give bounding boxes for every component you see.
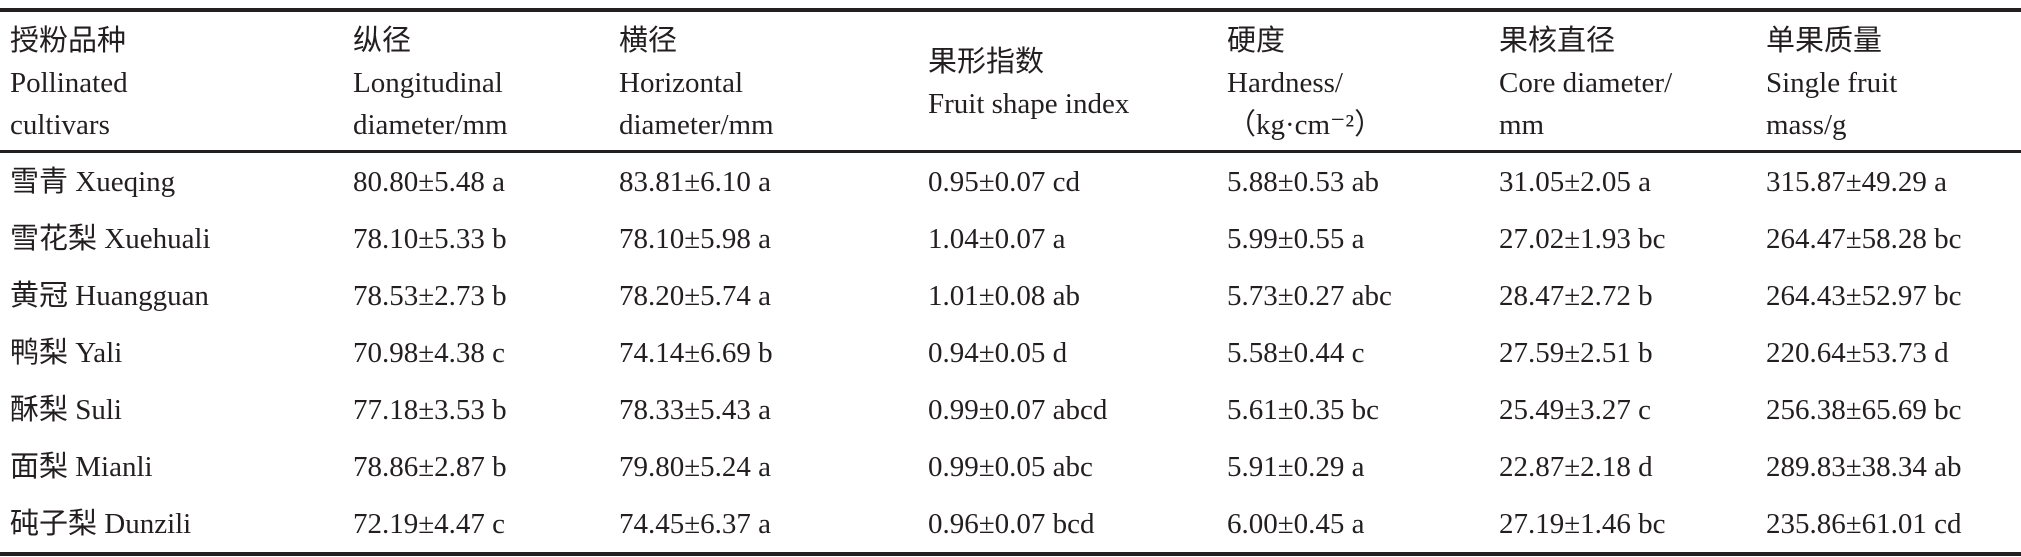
header-cultivar-en2: cultivars xyxy=(10,109,110,141)
header-cultivar: 授粉品种 Pollinated cultivars xyxy=(10,20,128,146)
cell-longitudinal-diameter: 70.98±4.38 c xyxy=(353,337,506,369)
cell-hardness: 5.73±0.27 abc xyxy=(1227,280,1392,312)
cell-cultivar: 鸭梨 Yali xyxy=(10,337,123,369)
table-row: 面梨 Mianli 78.86±2.87 b 79.80±5.24 a 0.99±0.… xyxy=(0,438,2021,495)
header-hardness-en2: （kg·cm⁻²） xyxy=(1227,109,1384,141)
cell-longitudinal-diameter: 72.19±4.47 c xyxy=(353,508,506,540)
table-row: 雪青 Xueqing 80.80±5.48 a 83.81±6.10 a 0.95±0… xyxy=(0,153,2021,210)
cell-longitudinal-diameter: 78.10±5.33 b xyxy=(353,223,507,255)
cell-horizontal-diameter: 83.81±6.10 a xyxy=(619,166,772,198)
cell-fruit-shape-index: 0.96±0.07 bcd xyxy=(928,508,1095,540)
header-single-fruit-mass-zh: 单果质量 xyxy=(1766,25,1883,57)
cell-single-fruit-mass: 289.83±38.34 ab xyxy=(1766,451,1962,483)
header-cultivar-zh: 授粉品种 xyxy=(10,25,127,57)
cell-hardness: 5.58±0.44 c xyxy=(1227,337,1365,369)
header-longitudinal-diameter-en2: diameter/mm xyxy=(353,109,508,141)
cell-core-diameter: 27.19±1.46 bc xyxy=(1499,508,1666,540)
cell-horizontal-diameter: 74.45±6.37 a xyxy=(619,508,772,540)
header-cultivar-en1: Pollinated xyxy=(10,67,128,99)
header-fruit-shape-index: 果形指数 Fruit shape index xyxy=(928,41,1129,125)
cell-cultivar: 酥梨 Suli xyxy=(10,394,122,426)
table-row: 鸭梨 Yali 70.98±4.38 c 74.14±6.69 b 0.94±0.05… xyxy=(0,324,2021,381)
cell-single-fruit-mass: 264.43±52.97 bc xyxy=(1766,280,1962,312)
header-horizontal-diameter-en1: Horizontal xyxy=(619,67,744,99)
cell-longitudinal-diameter: 78.86±2.87 b xyxy=(353,451,507,483)
header-hardness-zh: 硬度 xyxy=(1227,25,1286,57)
cell-single-fruit-mass: 235.86±61.01 cd xyxy=(1766,508,1962,540)
header-core-diameter-en1: Core diameter/ xyxy=(1499,67,1673,99)
cell-core-diameter: 25.49±3.27 c xyxy=(1499,394,1652,426)
header-hardness: 硬度 Hardness/ （kg·cm⁻²） xyxy=(1227,20,1383,146)
cell-cultivar: 雪花梨 Xuehuali xyxy=(10,223,211,255)
header-single-fruit-mass-en1: Single fruit xyxy=(1766,67,1898,99)
cell-hardness: 5.91±0.29 a xyxy=(1227,451,1365,483)
cell-hardness: 5.88±0.53 ab xyxy=(1227,166,1380,198)
header-horizontal-diameter: 横径 Horizontal diameter/mm xyxy=(619,20,774,146)
cell-fruit-shape-index: 0.94±0.05 d xyxy=(928,337,1068,369)
header-horizontal-diameter-en2: diameter/mm xyxy=(619,109,774,141)
cell-fruit-shape-index: 1.01±0.08 ab xyxy=(928,280,1081,312)
header-longitudinal-diameter-zh: 纵径 xyxy=(353,25,412,57)
cell-fruit-shape-index: 0.95±0.07 cd xyxy=(928,166,1081,198)
cell-core-diameter: 22.87±2.18 d xyxy=(1499,451,1653,483)
header-longitudinal-diameter: 纵径 Longitudinal diameter/mm xyxy=(353,20,508,146)
cell-core-diameter: 31.05±2.05 a xyxy=(1499,166,1652,198)
cell-cultivar: 黄冠 Huangguan xyxy=(10,280,209,312)
header-core-diameter-en2: mm xyxy=(1499,109,1545,141)
cell-hardness: 6.00±0.45 a xyxy=(1227,508,1365,540)
cell-fruit-shape-index: 0.99±0.07 abcd xyxy=(928,394,1108,426)
table-header: 授粉品种 Pollinated cultivars 纵径 Longitudinal dia… xyxy=(0,12,2021,153)
cell-hardness: 5.61±0.35 bc xyxy=(1227,394,1380,426)
cell-longitudinal-diameter: 77.18±3.53 b xyxy=(353,394,507,426)
cell-longitudinal-diameter: 80.80±5.48 a xyxy=(353,166,506,198)
cell-core-diameter: 27.02±1.93 bc xyxy=(1499,223,1666,255)
cell-horizontal-diameter: 74.14±6.69 b xyxy=(619,337,773,369)
header-fruit-shape-index-zh: 果形指数 xyxy=(928,46,1045,78)
cell-fruit-shape-index: 1.04±0.07 a xyxy=(928,223,1066,255)
cell-hardness: 5.99±0.55 a xyxy=(1227,223,1365,255)
table-row: 酥梨 Suli 77.18±3.53 b 78.33±5.43 a 0.99±0.07… xyxy=(0,381,2021,438)
header-fruit-shape-index-en1: Fruit shape index xyxy=(928,88,1130,120)
header-hardness-en1: Hardness/ xyxy=(1227,67,1343,99)
cell-horizontal-diameter: 79.80±5.24 a xyxy=(619,451,772,483)
table-row: 雪花梨 Xuehuali 78.10±5.33 b 78.10±5.98 a 1.04… xyxy=(0,210,2021,267)
header-core-diameter: 果核直径 Core diameter/mm xyxy=(1499,20,1672,146)
cell-longitudinal-diameter: 78.53±2.73 b xyxy=(353,280,507,312)
cell-single-fruit-mass: 256.38±65.69 bc xyxy=(1766,394,1962,426)
cell-horizontal-diameter: 78.33±5.43 a xyxy=(619,394,772,426)
fruit-traits-table: 授粉品种 Pollinated cultivars 纵径 Longitudinal dia… xyxy=(0,8,2021,556)
cell-core-diameter: 27.59±2.51 b xyxy=(1499,337,1653,369)
table-row: 砘子梨 Dunzili 72.19±4.47 c 74.45±6.37 a 0.96±… xyxy=(0,495,2021,552)
cell-cultivar: 砘子梨 Dunzili xyxy=(10,508,192,540)
header-single-fruit-mass: 单果质量 Single fruit mass/g xyxy=(1766,20,1897,146)
header-longitudinal-diameter-en1: Longitudinal xyxy=(353,67,503,99)
header-core-diameter-zh: 果核直径 xyxy=(1499,25,1616,57)
cell-single-fruit-mass: 315.87±49.29 a xyxy=(1766,166,1948,198)
cell-horizontal-diameter: 78.20±5.74 a xyxy=(619,280,772,312)
cell-cultivar: 面梨 Mianli xyxy=(10,451,153,483)
cell-core-diameter: 28.47±2.72 b xyxy=(1499,280,1653,312)
cell-single-fruit-mass: 220.64±53.73 d xyxy=(1766,337,1949,369)
header-horizontal-diameter-zh: 横径 xyxy=(619,25,678,57)
table-row: 黄冠 Huangguan 78.53±2.73 b 78.20±5.74 a 1.01… xyxy=(0,267,2021,324)
cell-single-fruit-mass: 264.47±58.28 bc xyxy=(1766,223,1962,255)
cell-horizontal-diameter: 78.10±5.98 a xyxy=(619,223,772,255)
table-body: 雪青 Xueqing 80.80±5.48 a 83.81±6.10 a 0.95±0… xyxy=(0,153,2021,552)
cell-fruit-shape-index: 0.99±0.05 abc xyxy=(928,451,1093,483)
cell-cultivar: 雪青 Xueqing xyxy=(10,166,176,198)
header-single-fruit-mass-en2: mass/g xyxy=(1766,109,1847,141)
